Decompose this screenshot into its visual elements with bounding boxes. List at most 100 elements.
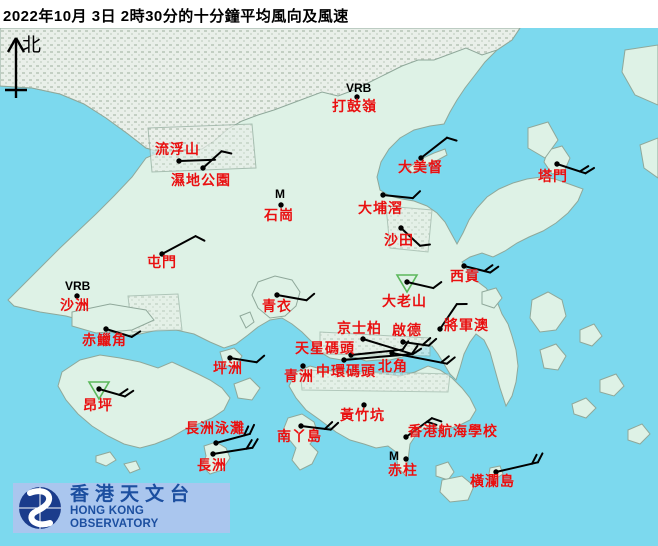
- wind-barb-shaft: [495, 461, 539, 473]
- urban-sha-tin: [385, 205, 433, 253]
- station-塔門: [554, 161, 596, 175]
- urban-yuen-long: [147, 123, 257, 173]
- station-昂坪: [87, 381, 135, 401]
- station-dot: [418, 155, 424, 161]
- wind-barb-feather: [410, 344, 419, 356]
- station-dot: [404, 279, 410, 285]
- wind-barb-feather: [489, 265, 500, 274]
- station-dot: [437, 326, 443, 332]
- wind-barb-feather: [445, 356, 456, 365]
- land-lantau: [57, 354, 231, 449]
- hko-logo-english: HONG KONG OBSERVATORY: [70, 505, 159, 530]
- urban-shenzhen: [0, 28, 521, 153]
- wind-barb-feather: [130, 330, 142, 338]
- station-青洲: [300, 363, 306, 369]
- wind-barb-shaft: [161, 235, 197, 255]
- urban-hki-north: [299, 369, 451, 393]
- station-label: 石崗: [264, 209, 294, 224]
- wind-barb-feather: [245, 439, 253, 450]
- hko-logo-text: 香港天文台 HONG KONG OBSERVATORY: [70, 485, 230, 531]
- station-香港航海學校: [403, 417, 443, 440]
- land-island-ne2: [527, 121, 559, 159]
- land-sharp-island: [481, 287, 503, 309]
- station-tag-VRB: VRB: [346, 81, 372, 95]
- land-islet-sw1: [95, 451, 117, 467]
- wind-barb-shaft: [439, 303, 458, 330]
- wind-barb-shaft: [463, 265, 492, 274]
- wind-barb-feather: [251, 438, 259, 449]
- station-label: 長洲: [197, 459, 227, 474]
- wind-barb-feather: [419, 243, 431, 247]
- wind-barb-feather: [255, 354, 266, 364]
- wind-barb-feather: [584, 166, 596, 175]
- station-label: 赤柱: [388, 464, 418, 479]
- station-label: 北角: [378, 360, 408, 375]
- station-label: 大美督: [398, 161, 443, 176]
- wind-barb-feather: [578, 165, 590, 173]
- station-dot: [278, 202, 284, 208]
- hko-logo[interactable]: 香港天文台 HONG KONG OBSERVATORY: [13, 483, 230, 533]
- station-將軍澳: [437, 302, 468, 332]
- station-tag-M: M: [275, 187, 285, 201]
- station-dot: [389, 350, 395, 356]
- wind-barb-feather: [401, 340, 410, 351]
- station-label: 塔門: [538, 170, 568, 185]
- station-dot: [200, 165, 206, 171]
- wind-barb-feather: [483, 264, 494, 273]
- station-dot: [493, 469, 499, 475]
- land-po-toi2: [439, 475, 475, 503]
- station-label: 長洲泳灘: [185, 422, 245, 437]
- station-label: 大老山: [382, 295, 427, 310]
- station-dot: [300, 363, 306, 369]
- station-dot: [403, 434, 409, 440]
- land-po-toi1: [435, 461, 455, 481]
- wind-barb-feather: [243, 425, 250, 437]
- station-label: 打鼓嶺: [332, 100, 377, 115]
- wind-barb-feather: [118, 388, 129, 396]
- wind-barb-feather: [432, 281, 443, 290]
- station-label: 昂坪: [83, 399, 113, 414]
- station-dot: [361, 402, 367, 408]
- wind-barb-shaft: [229, 357, 258, 364]
- station-流浮山: [176, 158, 216, 164]
- hko-logo-chinese: 香港天文台: [70, 484, 196, 505]
- wind-barb-shaft: [400, 227, 422, 247]
- station-label: 黃竹坑: [340, 409, 385, 424]
- wind-barb-feather: [446, 136, 458, 142]
- station-天星碼頭: [348, 340, 410, 358]
- station-tag-M: M: [389, 449, 399, 463]
- land-hei-ling-chau: [233, 377, 261, 401]
- station-坪洲: [227, 354, 266, 364]
- station-label: 將軍澳: [444, 319, 489, 334]
- station-橫瀾島: [493, 452, 544, 475]
- station-dot: [96, 386, 102, 392]
- station-dot: [400, 339, 406, 345]
- land-island-se3: [571, 397, 597, 419]
- wind-barb-feather: [220, 150, 233, 155]
- station-label: 南丫島: [277, 430, 322, 445]
- station-dot: [354, 94, 360, 100]
- wind-barb-feather: [440, 355, 450, 364]
- station-label: 沙洲: [60, 299, 90, 314]
- station-label: 坪洲: [213, 362, 243, 377]
- station-dot: [554, 161, 560, 167]
- station-西貢: [461, 263, 500, 274]
- land-cheung-chau: [201, 441, 231, 475]
- station-長洲泳灘: [213, 423, 256, 446]
- station-label: 西貢: [450, 270, 480, 285]
- wind-barb-feather: [536, 452, 544, 464]
- station-dot: [74, 293, 80, 299]
- station-長洲: [210, 438, 259, 457]
- land-kau-sai-chau: [529, 291, 567, 333]
- station-沙洲: [74, 293, 80, 299]
- wind-barb-feather: [426, 420, 438, 426]
- station-濕地公園: [200, 150, 233, 171]
- north-arrow: [5, 37, 27, 98]
- page-title: 2022年10月 3日 2時30分的十分鐘平均風向及風速: [3, 8, 349, 25]
- landmasses: [0, 28, 658, 503]
- station-dot: [274, 292, 280, 298]
- wind-barb-shaft: [362, 338, 414, 356]
- land-island-ne1: [621, 44, 658, 106]
- station-石崗: [278, 202, 284, 208]
